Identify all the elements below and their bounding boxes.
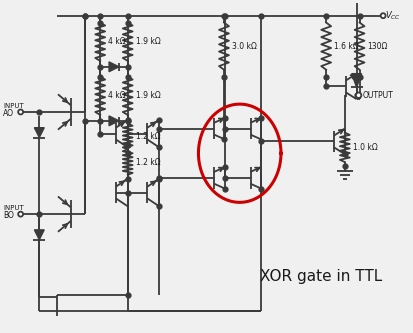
Text: $V_{CC}$: $V_{CC}$ (385, 9, 401, 22)
Text: AO: AO (3, 109, 14, 118)
Text: 4 kΩ: 4 kΩ (108, 91, 126, 100)
Text: 1.0 kΩ: 1.0 kΩ (353, 143, 377, 152)
Polygon shape (109, 62, 119, 72)
Text: OUTPUT: OUTPUT (363, 91, 393, 100)
Text: 1.9 kΩ: 1.9 kΩ (135, 37, 160, 46)
Text: 1.2 kΩ: 1.2 kΩ (135, 132, 160, 141)
Circle shape (18, 212, 23, 216)
Text: INPUT: INPUT (3, 103, 24, 109)
Circle shape (18, 110, 23, 115)
Polygon shape (109, 116, 119, 126)
Text: XOR gate in TTL: XOR gate in TTL (260, 268, 382, 283)
Text: 3.0 kΩ: 3.0 kΩ (232, 42, 257, 51)
Polygon shape (352, 74, 361, 88)
Text: 1.6 kΩ: 1.6 kΩ (334, 42, 359, 51)
Text: 4 kΩ: 4 kΩ (108, 37, 126, 46)
Text: BO: BO (3, 211, 14, 220)
Circle shape (356, 93, 361, 98)
Circle shape (381, 13, 386, 18)
Text: INPUT: INPUT (3, 205, 24, 211)
Text: 1.9 kΩ: 1.9 kΩ (135, 91, 160, 100)
Text: 130Ω: 130Ω (368, 42, 388, 51)
Polygon shape (34, 230, 44, 240)
Text: 1.2 kΩ: 1.2 kΩ (135, 158, 160, 166)
Polygon shape (34, 128, 44, 138)
